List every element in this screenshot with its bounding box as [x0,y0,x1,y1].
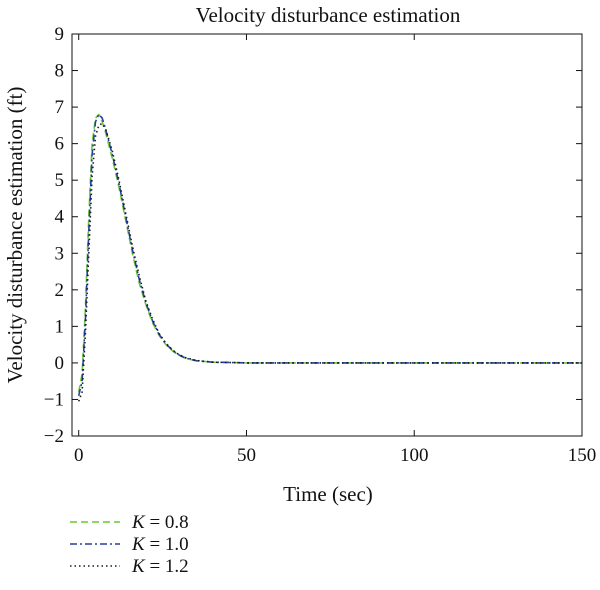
y-tick-label: 9 [55,24,65,45]
axis-ticks: 0 50 100 150 −2 −1 0 1 2 3 4 5 6 7 8 9 [44,24,596,466]
y-axis-label: Velocity disturbance estimation (ft) [3,87,27,384]
series-lines [77,113,582,402]
chart-title: Velocity disturbance estimation [196,3,461,27]
y-tick-label: 5 [55,170,65,191]
series-line-3 [77,122,582,402]
x-tick-label: 150 [568,445,597,466]
y-tick-label: 0 [55,353,65,374]
y-tick-label: 1 [55,316,65,337]
y-tick-label: −2 [44,426,64,447]
series-line-2 [77,113,582,396]
y-tick-label: 6 [55,134,65,155]
plot-frame [71,33,583,437]
y-tick-label: 4 [55,207,65,228]
series-line-1 [77,113,582,393]
x-tick-label: 50 [237,445,256,466]
legend: K = 0.8K = 1.0K = 1.2 [70,512,189,577]
y-tick-label: 7 [55,97,65,118]
legend-label-2: K = 1.0 [131,534,189,555]
x-tick-label: 100 [400,445,429,466]
x-tick-label: 0 [74,445,84,466]
legend-label-1: K = 0.8 [131,512,189,533]
x-axis-label: Time (sec) [283,482,373,506]
y-tick-label: 2 [55,280,65,301]
y-tick-label: 3 [55,243,65,264]
y-tick-label: −1 [44,389,64,410]
y-tick-label: 8 [55,61,65,82]
legend-label-3: K = 1.2 [131,556,189,577]
